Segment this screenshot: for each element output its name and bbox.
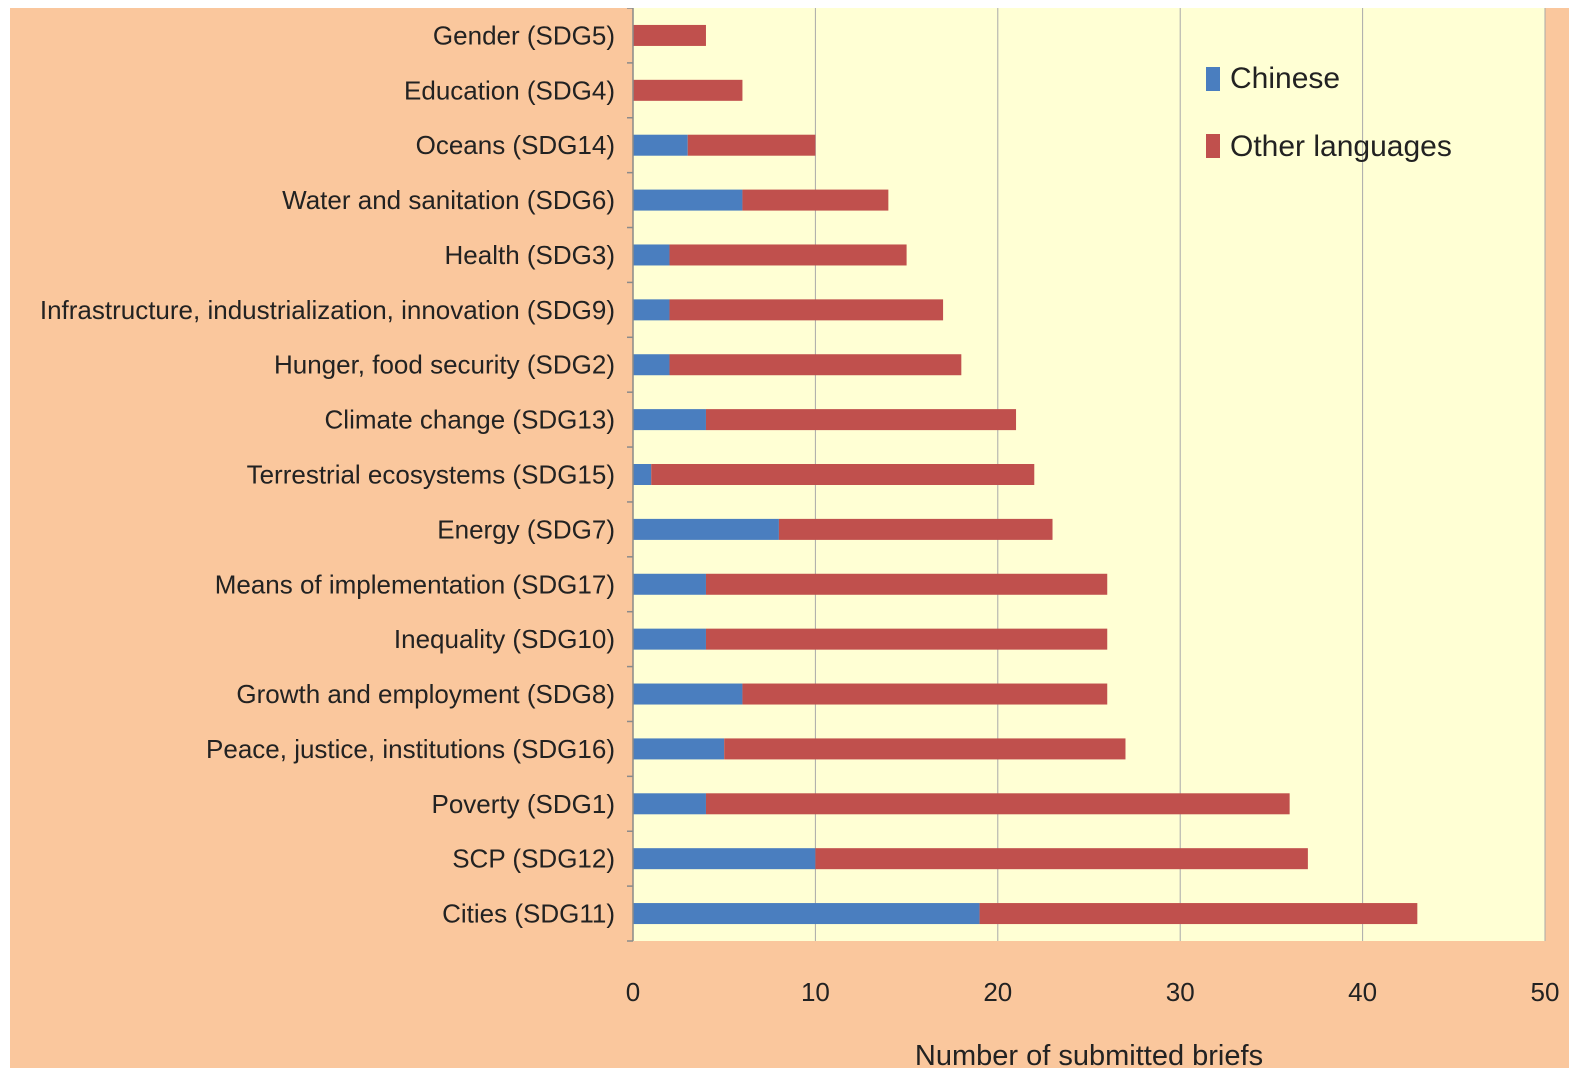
legend-swatch-chinese: [1206, 67, 1220, 91]
bar-segment-chinese: [633, 464, 652, 485]
category-label: Means of implementation (SDG17): [215, 569, 615, 599]
category-label: Poverty (SDG1): [432, 789, 616, 819]
bar-segment-chinese: [633, 573, 706, 595]
category-label: Gender (SDG5): [433, 20, 615, 50]
bar-segment-other-languages: [705, 628, 1108, 650]
bar-segment-other-languages: [669, 244, 907, 266]
bar-segment-other-languages: [705, 793, 1290, 815]
x-tick-label: 10: [801, 977, 830, 1007]
category-label: Energy (SDG7): [437, 514, 615, 544]
bar-segment-chinese: [633, 683, 743, 705]
category-label: Cities (SDG11): [442, 899, 615, 929]
bar-segment-other-languages: [742, 683, 1108, 705]
bar-segment-other-languages: [742, 189, 889, 211]
bar-segment-other-languages: [687, 134, 816, 156]
bar-segment-chinese: [633, 518, 779, 540]
category-label: Climate change (SDG13): [325, 405, 615, 435]
bar-segment-chinese: [633, 628, 706, 650]
bar-segment-chinese: [633, 189, 743, 211]
axes: [627, 8, 634, 942]
category-label: Health (SDG3): [445, 240, 616, 270]
bar-segment-other-languages: [724, 738, 1126, 760]
bar-segment-other-languages: [979, 903, 1418, 925]
category-label: Growth and employment (SDG8): [236, 679, 615, 709]
bar-segment-other-languages: [815, 848, 1308, 870]
bar-segment-other-languages: [669, 354, 962, 376]
category-label: Terrestrial ecosystems (SDG15): [247, 460, 615, 490]
category-label: Education (SDG4): [404, 75, 615, 105]
category-label: Peace, justice, institutions (SDG16): [206, 734, 615, 764]
bar-segment-other-languages: [651, 464, 1035, 485]
x-tick-label: 20: [983, 977, 1012, 1007]
bar-segment-chinese: [633, 903, 980, 925]
bar-segment-other-languages: [705, 409, 1017, 431]
category-label: Oceans (SDG14): [416, 130, 615, 160]
x-axis-title: Number of submitted briefs: [915, 1040, 1263, 1068]
bar-segment-chinese: [633, 793, 706, 815]
bar-segment-chinese: [633, 244, 670, 266]
legend-swatch-other-languages: [1206, 134, 1220, 158]
legend-label-chinese: Chinese: [1230, 62, 1340, 95]
legend-label-other-languages: Other languages: [1230, 130, 1452, 163]
bar-segment-other-languages: [633, 79, 743, 101]
bar-segment-other-languages: [705, 573, 1108, 595]
bar-segment-chinese: [633, 409, 706, 431]
bar-segment-other-languages: [633, 24, 706, 46]
x-tick-labels: 0 10 20 30 40 50: [626, 977, 1560, 1007]
bars: [633, 24, 1418, 925]
stacked-bar-chart: Gender (SDG5) Education (SDG4) Oceans (SDG…: [40, 8, 1560, 1068]
bar-segment-chinese: [633, 738, 725, 760]
category-label: SCP (SDG12): [452, 844, 615, 874]
bar-segment-chinese: [633, 134, 688, 156]
legend: Chinese Other languages: [1206, 62, 1452, 163]
x-tick-label: 40: [1348, 977, 1377, 1007]
bar-segment-chinese: [633, 354, 670, 376]
x-tick-label: 50: [1531, 977, 1560, 1007]
x-tick-label: 30: [1166, 977, 1195, 1007]
category-label: Infrastructure, industrialization, innov…: [40, 295, 615, 325]
x-tick-label: 0: [626, 977, 640, 1007]
category-label: Water and sanitation (SDG6): [282, 185, 615, 215]
category-label: Hunger, food security (SDG2): [274, 350, 615, 380]
category-label: Inequality (SDG10): [394, 624, 615, 654]
bar-segment-chinese: [633, 848, 816, 870]
bar-segment-other-languages: [778, 518, 1053, 540]
category-labels: Gender (SDG5) Education (SDG4) Oceans (SDG…: [40, 20, 615, 928]
chart-panel: Gender (SDG5) Education (SDG4) Oceans (SDG…: [10, 8, 1569, 1068]
bar-segment-chinese: [633, 299, 670, 321]
bar-segment-other-languages: [669, 299, 944, 321]
